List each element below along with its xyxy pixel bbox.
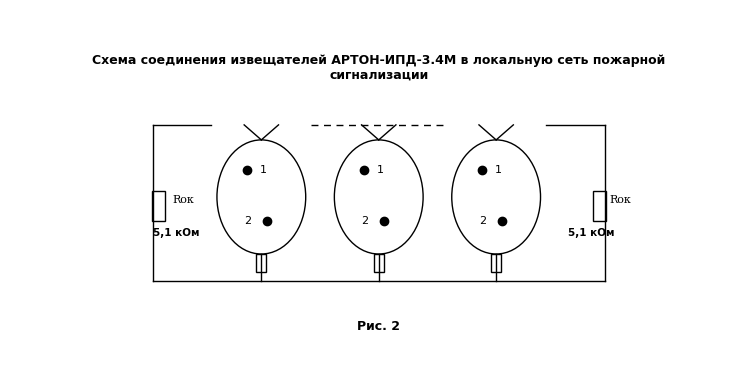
Text: 2: 2 xyxy=(361,216,369,226)
Text: Рис. 2: Рис. 2 xyxy=(357,319,401,333)
Bar xyxy=(256,254,267,272)
Bar xyxy=(593,191,605,221)
Text: 1: 1 xyxy=(259,165,267,175)
Text: Rок: Rок xyxy=(610,195,631,205)
Text: 5,1 кОм: 5,1 кОм xyxy=(152,228,199,238)
Text: 2: 2 xyxy=(244,216,251,226)
Text: Схема соединения извещателей АРТОН-ИПД-3.4М в локальную сеть пожарной: Схема соединения извещателей АРТОН-ИПД-3… xyxy=(92,54,665,67)
Text: 1: 1 xyxy=(494,165,502,175)
Text: Rок: Rок xyxy=(173,195,194,205)
Bar xyxy=(374,254,384,272)
Text: 2: 2 xyxy=(479,216,486,226)
Text: 5,1 кОм: 5,1 кОм xyxy=(568,228,614,238)
Text: 1: 1 xyxy=(377,165,384,175)
Bar xyxy=(152,191,165,221)
Bar xyxy=(491,254,501,272)
Text: сигнализации: сигнализации xyxy=(329,69,429,82)
